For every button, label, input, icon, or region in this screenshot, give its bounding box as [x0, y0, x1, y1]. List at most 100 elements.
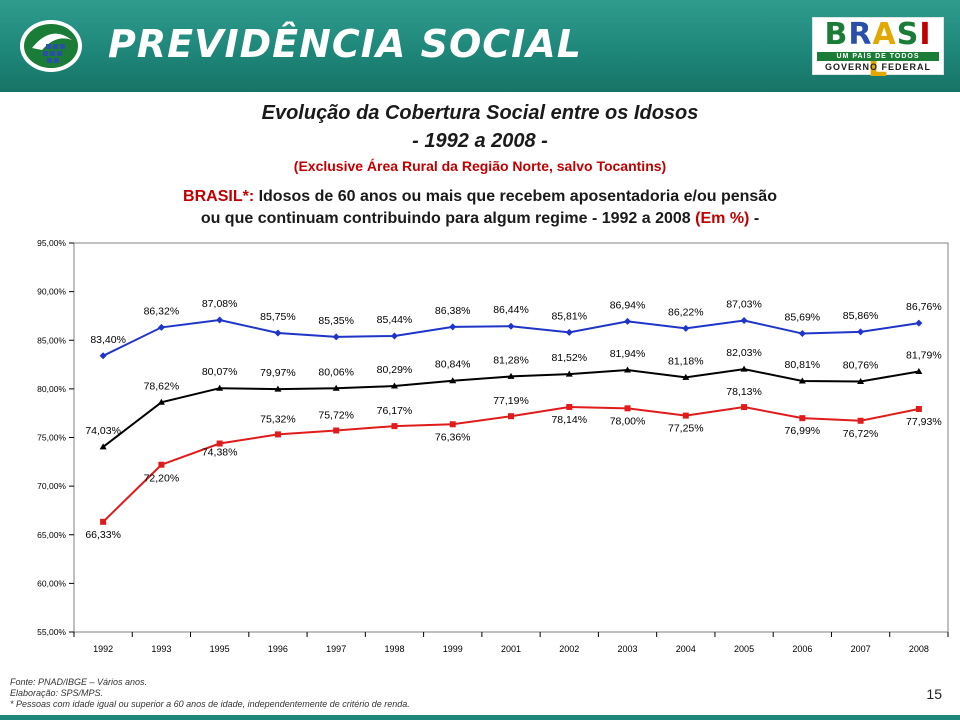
x-tick-label: 1997: [326, 644, 346, 654]
point-total: [332, 384, 340, 391]
data-label-homens: 85,75%: [260, 311, 296, 323]
gov-name: GOVERNO FEDERAL: [824, 62, 931, 72]
data-label-homens: 87,03%: [726, 299, 762, 311]
data-label-mulheres: 76,36%: [435, 431, 471, 443]
point-homens: [915, 319, 923, 327]
point-total: [274, 385, 282, 392]
chart-title: Evolução da Cobertura Social entre os Id…: [261, 102, 699, 124]
data-label-homens: 83,40%: [90, 334, 126, 346]
point-mulheres: [449, 421, 456, 428]
point-total: [507, 372, 515, 379]
y-tick-label: 70,00%: [37, 481, 66, 491]
data-label-mulheres: 75,72%: [318, 409, 354, 421]
point-total: [624, 366, 632, 373]
data-label-total: 81,79%: [906, 349, 942, 361]
header-bar: PREVIDÊNCIA SOCIAL BRASIL UM PAÍS DE TOD…: [0, 0, 960, 92]
point-homens: [740, 317, 748, 325]
data-label-homens: 86,76%: [906, 301, 942, 313]
chart-subtitle-line2: ou que continuam contribuindo para algum…: [0, 210, 960, 228]
data-label-total: 81,18%: [668, 355, 704, 367]
point-homens: [216, 316, 224, 324]
data-label-mulheres: 76,17%: [377, 405, 413, 417]
data-label-mulheres: 72,20%: [144, 473, 180, 485]
x-tick-label: 2001: [501, 644, 521, 654]
subtitle-main: ou que continuam contribuindo para algum…: [200, 210, 691, 227]
point-homens: [798, 330, 806, 338]
data-label-mulheres: 78,13%: [726, 386, 762, 398]
data-label-mulheres: 76,99%: [785, 425, 821, 437]
data-label-total: 80,07%: [202, 366, 238, 378]
data-label-homens: 86,38%: [435, 305, 471, 317]
data-label-homens: 87,08%: [202, 298, 238, 310]
x-tick-label: 1996: [268, 644, 288, 654]
data-label-total: 78,62%: [144, 380, 180, 392]
chart-exclusion-note: (Exclusive Área Rural da Região Norte, s…: [293, 158, 667, 174]
data-label-homens: 86,22%: [668, 306, 704, 318]
data-label-total: 80,06%: [318, 366, 354, 378]
data-label-total: 74,03%: [85, 425, 121, 437]
page-number: 15: [926, 686, 942, 702]
subtitle-unit: (Em %): [695, 210, 750, 227]
subtitle-rest: Idosos de 60 anos ou mais que recebem ap…: [254, 188, 777, 205]
point-mulheres: [158, 461, 165, 468]
point-total: [449, 377, 457, 384]
point-mulheres: [799, 415, 806, 422]
source-note: Fonte: PNAD/IBGE – Vários anos.: [10, 677, 148, 687]
point-mulheres: [274, 431, 281, 438]
data-label-total: 80,84%: [435, 359, 471, 371]
x-tick-label: 2003: [618, 644, 638, 654]
point-mulheres: [508, 413, 514, 420]
point-total: [798, 377, 806, 384]
point-homens: [157, 323, 165, 331]
point-mulheres: [216, 440, 223, 447]
data-label-homens: 85,44%: [377, 314, 413, 326]
point-mulheres: [857, 417, 864, 424]
point-homens: [332, 333, 340, 341]
x-tick-label: 2005: [734, 644, 754, 654]
brand-title: PREVIDÊNCIA SOCIAL: [108, 22, 582, 66]
data-label-mulheres: 77,19%: [493, 395, 529, 407]
notes: Fonte: PNAD/IBGE – Vários anos. Elaboraç…: [10, 677, 410, 710]
point-mulheres: [566, 403, 573, 410]
point-total: [390, 382, 398, 389]
data-label-homens: 86,94%: [610, 299, 646, 311]
data-label-total: 80,29%: [377, 364, 413, 376]
chart-period: - 1992 a 2008 -: [412, 130, 548, 152]
point-mulheres: [333, 427, 340, 434]
x-tick-label: 1992: [93, 644, 113, 654]
point-homens: [449, 323, 457, 331]
x-tick-label: 2002: [559, 644, 579, 654]
point-mulheres: [100, 518, 107, 525]
x-tick-label: 1995: [210, 644, 230, 654]
x-tick-label: 2008: [909, 644, 929, 654]
y-tick-label: 80,00%: [37, 384, 66, 394]
point-mulheres: [391, 423, 398, 430]
brasil-wordmark: BRASIL: [824, 17, 932, 84]
data-label-homens: 85,35%: [318, 315, 354, 327]
data-label-total: 82,03%: [726, 347, 762, 359]
point-total: [740, 365, 748, 372]
point-total: [915, 367, 923, 374]
data-label-total: 81,94%: [610, 348, 646, 360]
y-tick-label: 55,00%: [37, 627, 66, 637]
previdencia-logo-icon: [20, 20, 82, 72]
y-tick-label: 90,00%: [37, 287, 66, 297]
data-label-mulheres: 77,25%: [668, 423, 704, 435]
point-mulheres: [682, 412, 689, 419]
x-tick-label: 2004: [676, 644, 696, 654]
data-label-total: 80,76%: [843, 359, 879, 371]
x-tick-label: 2007: [851, 644, 871, 654]
data-label-homens: 85,81%: [551, 310, 587, 322]
point-homens: [624, 317, 632, 325]
coverage-line-chart: 55,00% 60,00% 65,00% 70,00% 75,00% 80,00% 85,0…: [37, 238, 949, 654]
x-tick-label: 2006: [792, 644, 812, 654]
point-mulheres: [741, 404, 748, 411]
x-tick-label: 1993: [151, 644, 171, 654]
point-total: [216, 384, 224, 391]
data-label-mulheres: 75,32%: [260, 413, 296, 425]
y-tick-label: 85,00%: [37, 335, 66, 345]
point-homens: [507, 322, 515, 330]
point-homens: [274, 329, 282, 337]
y-tick-label: 75,00%: [37, 433, 66, 443]
point-mulheres: [624, 405, 631, 412]
